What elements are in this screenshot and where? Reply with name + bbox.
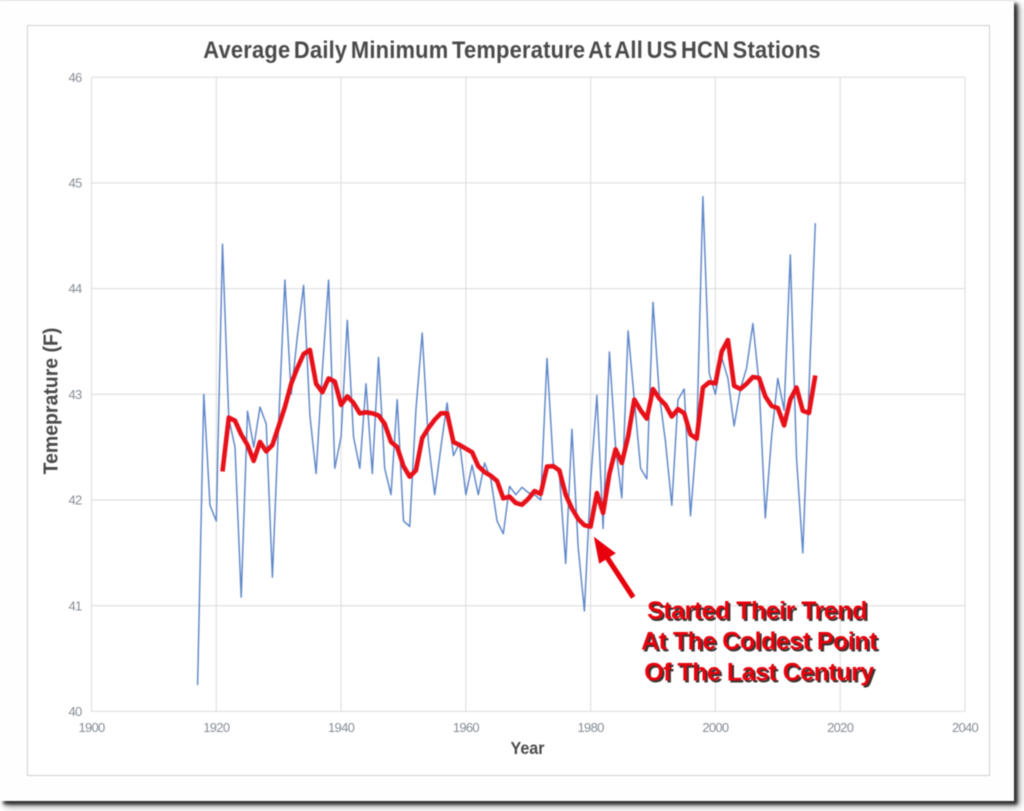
svg-text:1920: 1920 bbox=[203, 720, 230, 735]
svg-text:1960: 1960 bbox=[453, 720, 480, 735]
svg-text:Temeprature (F): Temeprature (F) bbox=[40, 328, 63, 475]
svg-text:Started Their Trend: Started Their Trend bbox=[647, 597, 867, 625]
svg-text:2020: 2020 bbox=[827, 720, 854, 735]
svg-text:46: 46 bbox=[68, 70, 82, 85]
svg-text:Of The Last Century: Of The Last Century bbox=[644, 659, 874, 687]
svg-text:41: 41 bbox=[68, 598, 82, 613]
svg-text:44: 44 bbox=[68, 281, 82, 296]
svg-text:42: 42 bbox=[68, 493, 82, 508]
svg-text:2040: 2040 bbox=[952, 720, 979, 735]
svg-text:1940: 1940 bbox=[328, 720, 355, 735]
svg-text:2000: 2000 bbox=[702, 720, 729, 735]
svg-text:Year: Year bbox=[511, 738, 545, 758]
svg-text:1900: 1900 bbox=[78, 720, 105, 735]
svg-text:Average Daily Minimum Temperat: Average Daily Minimum Temperature At All… bbox=[203, 36, 820, 63]
svg-text:At The Coldest Point: At The Coldest Point bbox=[641, 628, 878, 656]
svg-text:45: 45 bbox=[68, 176, 82, 191]
svg-text:43: 43 bbox=[68, 387, 82, 402]
svg-text:40: 40 bbox=[68, 704, 82, 719]
svg-text:1980: 1980 bbox=[578, 720, 605, 735]
